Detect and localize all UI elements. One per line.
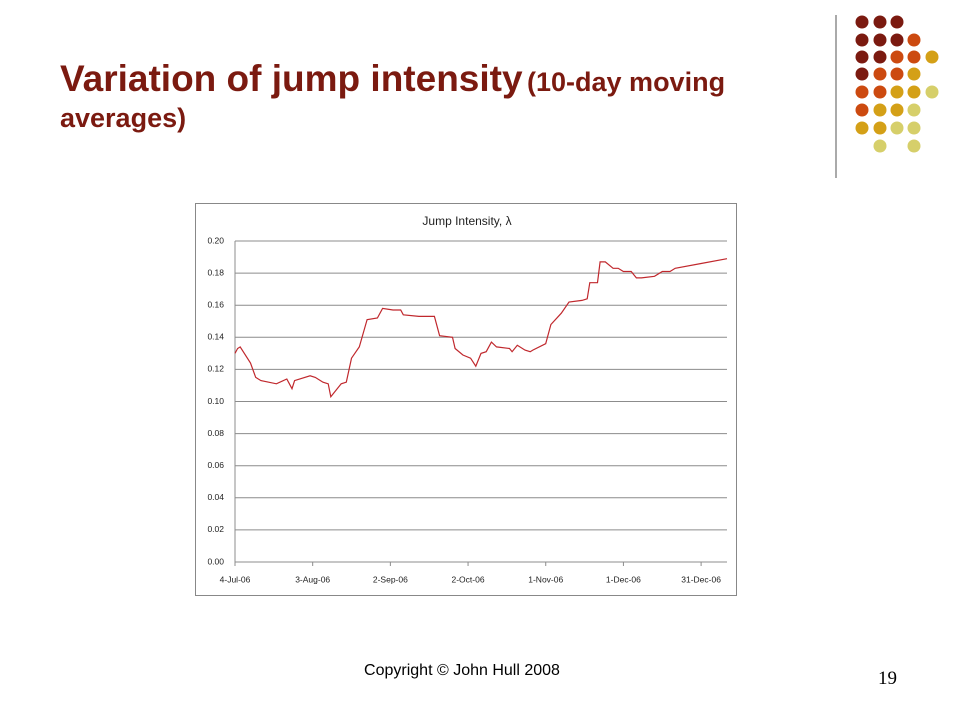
decor-dot [873,67,887,81]
y-tick-label: 0.04 [207,492,224,502]
decor-dot [873,85,887,99]
decor-dot [925,85,939,99]
y-tick-label: 0.14 [207,332,224,342]
decor-dot [873,33,887,47]
x-tick-label: 2-Sep-06 [373,574,408,584]
decor-dot [890,103,904,117]
chart-title: Jump Intensity, λ [422,214,511,228]
y-tick-label: 0.16 [207,299,224,309]
decor-dot [890,50,904,64]
title-main: Variation of jump intensity [60,58,523,99]
data-line [234,258,728,399]
y-tick-label: 0.00 [207,556,224,566]
y-tick-label: 0.18 [207,267,224,277]
decor-dot [907,67,921,81]
decor-dot [907,121,921,135]
y-tick-label: 0.06 [207,460,224,470]
y-tick-label: 0.08 [207,428,224,438]
y-tick-label: 0.12 [207,364,224,374]
chart-frame [195,203,737,596]
y-tick-label: 0.02 [207,524,224,534]
decor-dot [907,50,921,64]
footer: Copyright © John Hull 2008 [364,662,560,679]
decor-dot [855,85,869,99]
x-tick-label: 3-Aug-06 [295,574,330,584]
decor-dot [855,33,869,47]
decor-dot [855,50,869,64]
decor-dot [890,33,904,47]
title-note: (10-day moving averages) [60,67,726,134]
decor-dot [873,121,887,135]
x-tick-label: 31-Dec-06 [681,574,721,584]
decor-dot [855,121,869,135]
decor-dot [855,15,869,29]
decor-dot [855,103,869,117]
x-tick-label: 1-Dec-06 [606,574,641,584]
decor-dot [907,103,921,117]
y-tick-label: 0.10 [207,396,224,406]
decor-dot [873,139,887,153]
slide-title: Variation of jump intensity (10-day movi… [60,56,750,136]
decor-dot [925,50,939,64]
x-tick-label: 2-Oct-06 [452,574,485,584]
page-number: 19 [878,668,897,689]
x-tick-label: 4-Jul-06 [220,574,251,584]
decor-dot [890,85,904,99]
decor-dot [907,33,921,47]
decor-dot [907,85,921,99]
decor-dot [855,67,869,81]
y-tick-label: 0.20 [207,235,224,245]
decor-dot [873,15,887,29]
decor-dot [907,139,921,153]
decor-dot [873,103,887,117]
decor-dot [890,121,904,135]
x-tick-label: 1-Nov-06 [528,574,563,584]
decor-dot [890,15,904,29]
decor-dot [873,50,887,64]
decor-dot [890,67,904,81]
